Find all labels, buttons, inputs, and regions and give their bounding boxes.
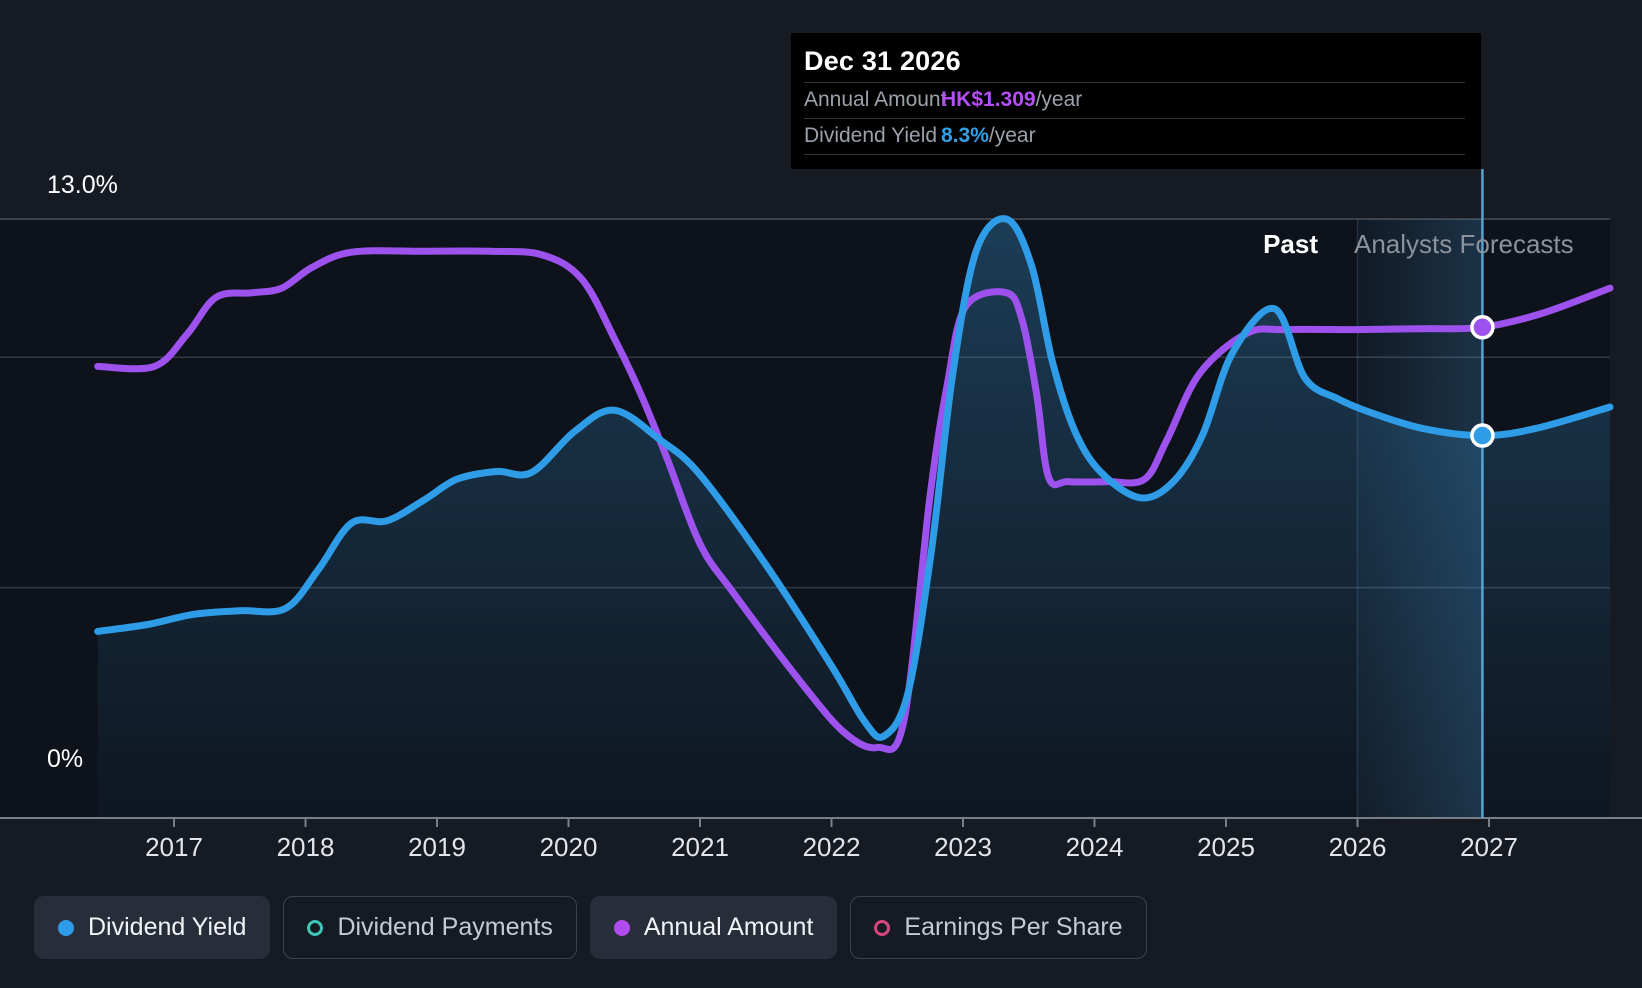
x-tick-label-2020: 2020 xyxy=(540,832,598,862)
annual-amount-marker[interactable] xyxy=(1470,315,1495,340)
x-tick-label-2027: 2027 xyxy=(1460,832,1518,862)
legend-label: Dividend Payments xyxy=(337,913,553,941)
past-label: Past xyxy=(1263,229,1318,259)
chart-tooltip: Dec 31 2026 Annual Amount HK$1.309/year … xyxy=(791,33,1481,169)
x-tick-label-2019: 2019 xyxy=(408,832,466,862)
legend-button-annual-amount[interactable]: Annual Amount xyxy=(589,896,838,959)
x-tick-label-2026: 2026 xyxy=(1329,832,1387,862)
tooltip-label: Dividend Yield xyxy=(804,124,938,147)
tooltip-label: Annual Amount xyxy=(804,88,947,111)
dividend-yield-line[interactable] xyxy=(94,215,1614,741)
dividend-yield-area xyxy=(97,218,1611,818)
x-tick-label-2022: 2022 xyxy=(803,832,861,862)
annual-amount-dot-icon xyxy=(613,919,630,936)
x-tick-label-2023: 2023 xyxy=(934,832,992,862)
analysts-forecasts-label: Analysts Forecasts xyxy=(1354,229,1574,259)
legend-label: Earnings Per Share xyxy=(904,913,1123,941)
dividend-yield-marker[interactable] xyxy=(1470,423,1495,448)
legend-label: Annual Amount xyxy=(643,913,814,941)
legend-button-dividend-yield[interactable]: Dividend Yield xyxy=(34,896,271,959)
legend-button-dividend-payments[interactable]: Dividend Payments xyxy=(283,896,577,959)
tooltip-value: 8.3%/year xyxy=(941,124,1036,147)
x-tick-label-2025: 2025 xyxy=(1197,832,1255,862)
y-axis-min-label: 0% xyxy=(47,745,84,773)
x-tick-label-2024: 2024 xyxy=(1066,832,1124,862)
tooltip-row-annual-amount: Annual Amount HK$1.309/year xyxy=(804,83,1465,119)
x-tick-label-2018: 2018 xyxy=(277,832,335,862)
dividend-payments-ring-icon xyxy=(307,919,324,936)
x-tick-label-2021: 2021 xyxy=(671,832,729,862)
dividend-yield-dot-icon xyxy=(58,919,74,936)
tooltip-date: Dec 31 2026 xyxy=(804,41,1465,83)
tooltip-row-dividend-yield: Dividend Yield 8.3%/year xyxy=(804,119,1465,155)
x-tick-label-2017: 2017 xyxy=(145,832,203,862)
forecast-band xyxy=(1357,218,1483,818)
y-axis-max-label: 13.0% xyxy=(47,171,118,199)
chart-legend: Dividend Yield Dividend Payments Annual … xyxy=(34,896,1147,959)
tooltip-value: HK$1.309/year xyxy=(941,88,1083,111)
annual-amount-line[interactable] xyxy=(94,247,1614,754)
legend-label: Dividend Yield xyxy=(88,913,247,941)
legend-button-earnings-per-share[interactable]: Earnings Per Share xyxy=(850,896,1147,959)
earnings-per-share-ring-icon xyxy=(874,919,891,936)
